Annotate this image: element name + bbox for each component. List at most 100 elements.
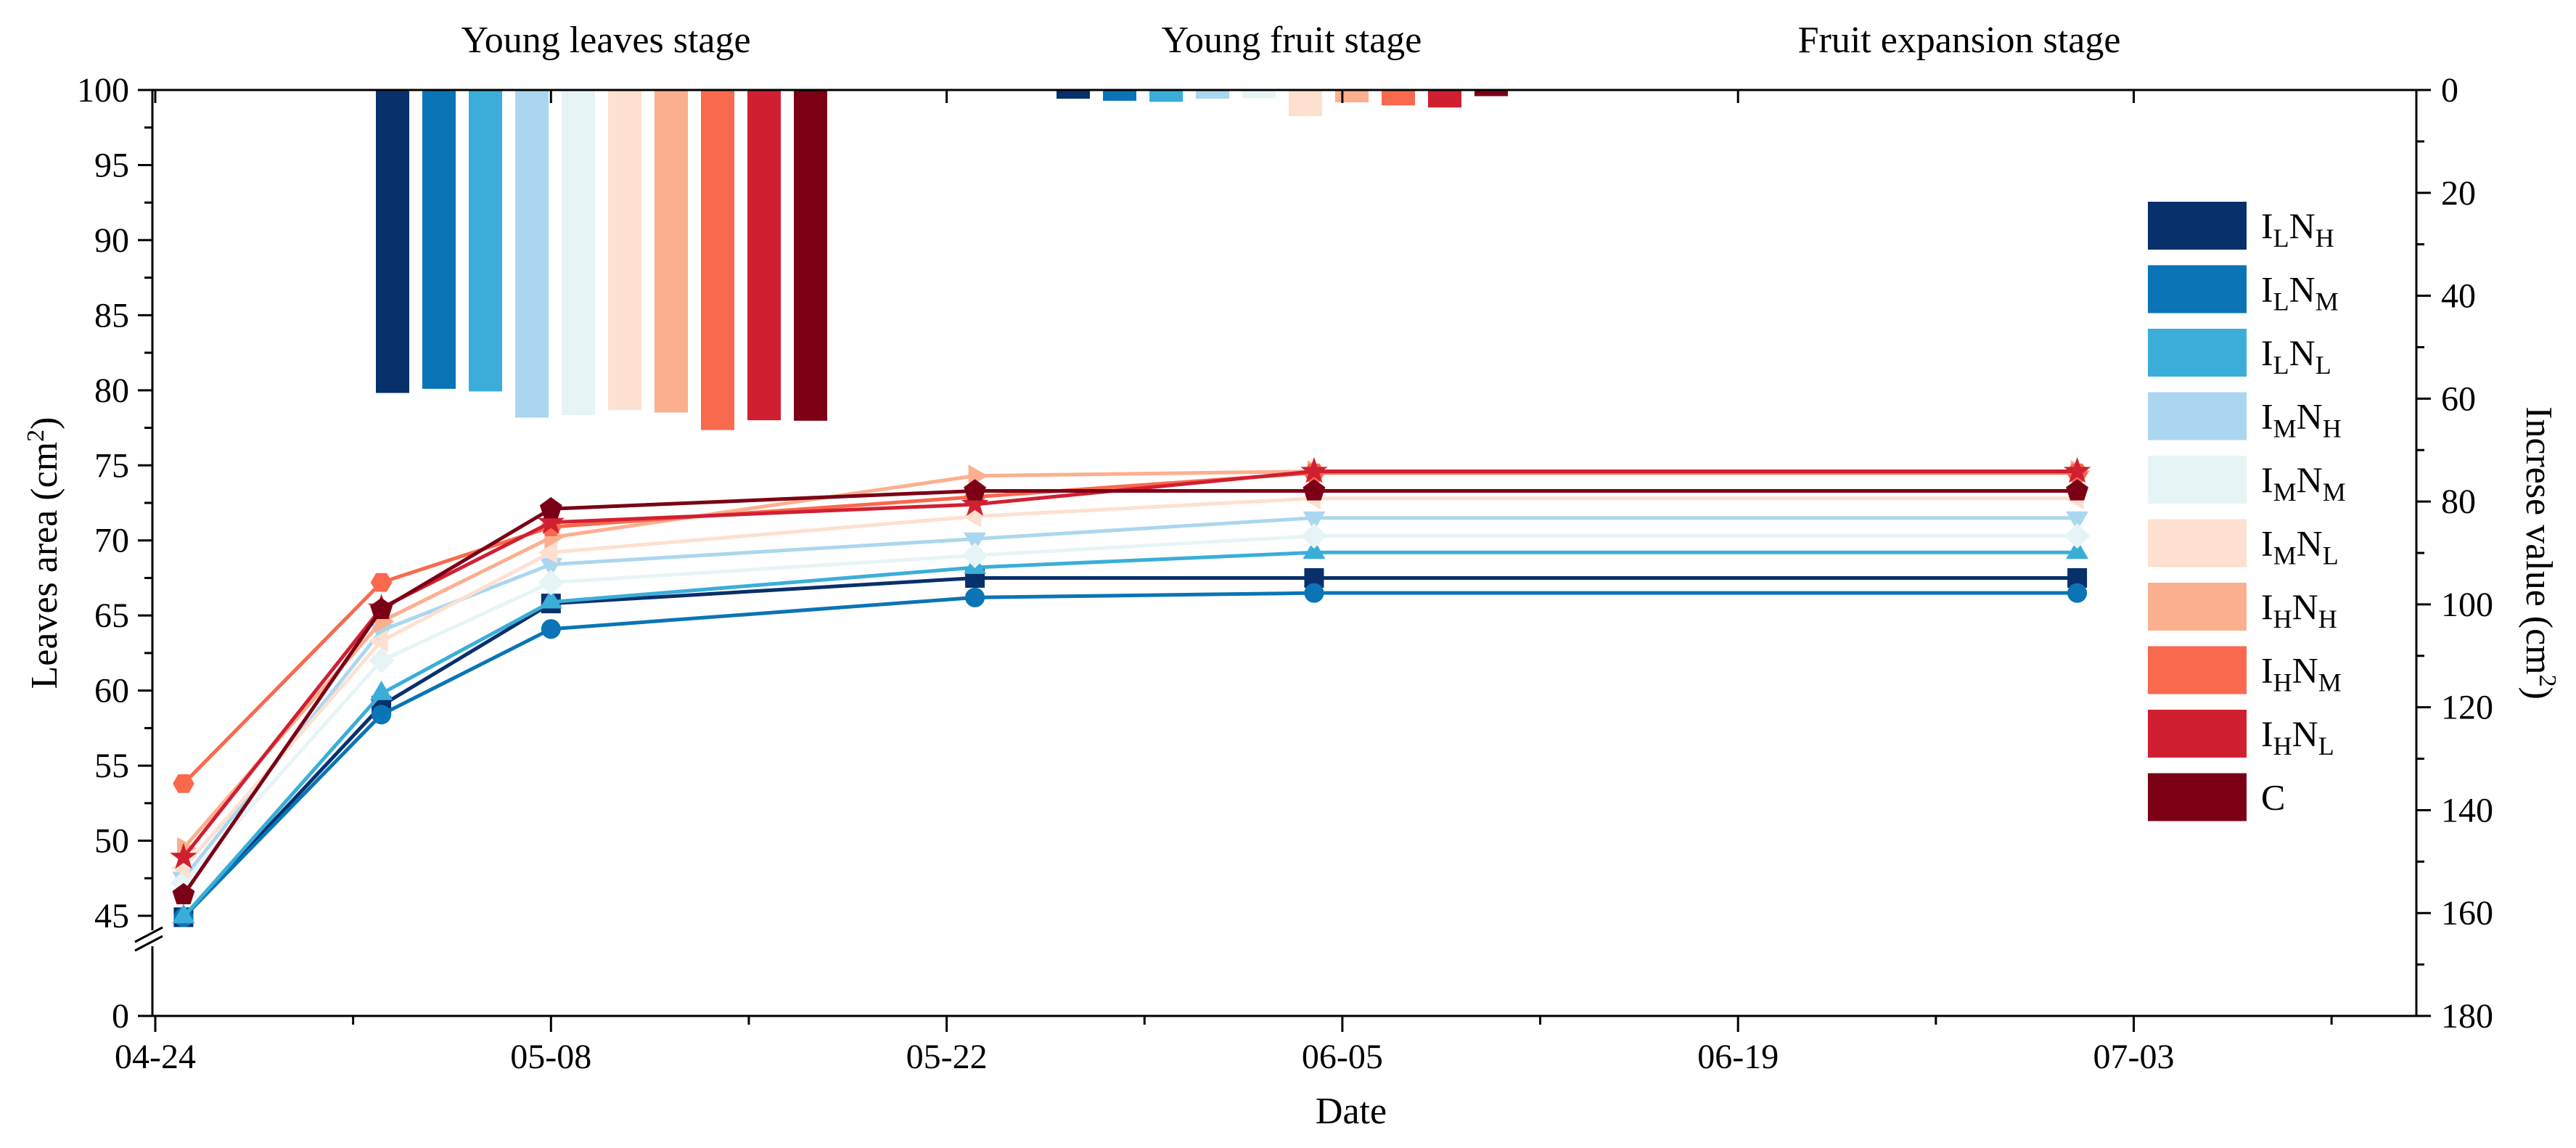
data-point — [2066, 479, 2089, 501]
legend-swatch — [2148, 710, 2247, 758]
legend: ILNH ILNM ILNL IMNH IMNM IMNL IHNH IHNM IHNL C — [2148, 202, 2346, 821]
axes: 04-24 05-08 05-22 06-05 06-19 07-03 0 45 50 55 60 6… — [77, 20, 2493, 1076]
data-point — [368, 629, 388, 652]
y-left-tick-label: 0 — [112, 997, 129, 1036]
data-point — [172, 882, 195, 905]
labels: Date Leaves area (cm2) Increse value (cm… — [22, 406, 2561, 1132]
increase-bar — [1196, 90, 1229, 99]
legend-swatch — [2148, 202, 2247, 250]
axis-break-mark — [134, 935, 163, 952]
y-right-tick-label: 0 — [2441, 71, 2458, 110]
data-point — [539, 497, 562, 519]
legend-label: IMNH — [2261, 396, 2342, 443]
y-left-tick-label: 60 — [94, 672, 129, 710]
y-right-tick-label: 140 — [2441, 791, 2493, 829]
y-right-tick-label: 180 — [2441, 997, 2493, 1036]
increase-bar — [515, 90, 549, 418]
legend-label: IMNL — [2261, 523, 2339, 570]
legend-swatch — [2148, 456, 2247, 504]
x-tick-label: 07-03 — [2093, 1038, 2175, 1076]
increase-bar — [1149, 90, 1183, 102]
increase-bar — [747, 90, 781, 421]
axis-break-gap — [135, 930, 164, 946]
data-point — [372, 705, 392, 725]
increase-bar — [608, 90, 641, 410]
series-line — [181, 470, 2077, 858]
legend-label: IHNH — [2261, 586, 2337, 634]
y-left-tick-label: 75 — [94, 446, 129, 485]
y-left-tick-label: 50 — [94, 822, 129, 861]
x-axis-title: Date — [1316, 1091, 1387, 1132]
data-point — [2064, 522, 2091, 549]
series-line — [182, 591, 2077, 919]
series-line — [182, 534, 2077, 885]
stage-label: Young leaves stage — [461, 20, 750, 61]
y-left-tick-label: 65 — [94, 596, 129, 635]
legend-swatch — [2148, 329, 2247, 377]
legend-swatch — [2148, 519, 2247, 567]
y-axis-right-title: Increse value (cm2) — [2518, 406, 2561, 700]
series-line — [182, 496, 2077, 869]
increase-bar — [376, 90, 409, 393]
increase-bar — [1335, 90, 1369, 103]
data-point — [541, 619, 561, 639]
legend-swatch — [2148, 773, 2247, 821]
y-left-tick-label: 100 — [77, 71, 129, 110]
y-left-tick-label: 70 — [94, 522, 129, 560]
series-line — [182, 575, 2077, 919]
legend-swatch — [2148, 646, 2247, 694]
data-point — [964, 479, 986, 501]
data-point — [539, 589, 562, 609]
legend-label: ILNM — [2261, 269, 2339, 316]
y-right-tick-label: 40 — [2441, 277, 2476, 316]
increase-bar — [562, 90, 595, 416]
data-point — [2066, 511, 2089, 531]
legend-swatch — [2148, 265, 2247, 313]
data-point — [961, 490, 989, 517]
data-point — [2067, 583, 2088, 603]
data-point — [1303, 539, 1326, 559]
x-tick-label: 04-24 — [115, 1038, 196, 1076]
data-point — [1300, 456, 1328, 483]
data-point — [370, 597, 393, 620]
x-tick-label: 06-05 — [1302, 1038, 1383, 1076]
data-point — [538, 570, 564, 596]
increase-bar — [1242, 90, 1276, 99]
increase-bar — [1382, 90, 1415, 106]
data-point — [370, 680, 393, 700]
increase-bar — [422, 90, 456, 389]
series-line — [181, 516, 2077, 880]
x-tick-label: 05-08 — [510, 1038, 591, 1076]
data-point — [2066, 539, 2089, 559]
increase-bar — [1289, 90, 1322, 117]
data-point — [961, 542, 988, 569]
series-line — [181, 488, 2077, 896]
y-left-tick-label: 55 — [94, 747, 129, 785]
data-point — [1304, 583, 1324, 603]
data-point — [2063, 456, 2091, 483]
legend-swatch — [2148, 392, 2247, 440]
series-line — [182, 550, 2077, 919]
stage-label: Fruit expansion stage — [1798, 20, 2121, 61]
y-axis-left-title: Leaves area (cm2) — [22, 417, 66, 689]
data-point — [370, 573, 393, 592]
axis-break-mark — [134, 926, 163, 943]
y-left-tick-label: 95 — [94, 146, 129, 184]
data-point — [173, 774, 194, 793]
legend-swatch — [2148, 583, 2247, 631]
data-point — [1303, 479, 1326, 501]
legend-label: ILNH — [2261, 205, 2334, 253]
increase-bar — [655, 90, 688, 413]
x-tick-label: 06-19 — [1697, 1038, 1779, 1076]
increase-bar — [469, 90, 502, 392]
y-left-tick-label: 90 — [94, 221, 129, 260]
y-right-tick-label: 20 — [2441, 174, 2476, 213]
series-lines — [170, 456, 2091, 927]
y-left-tick-label: 80 — [94, 372, 129, 410]
data-point — [964, 532, 987, 552]
increase-bar — [1428, 90, 1461, 108]
data-point — [368, 647, 395, 673]
data-point — [537, 508, 565, 534]
data-point — [172, 903, 195, 924]
